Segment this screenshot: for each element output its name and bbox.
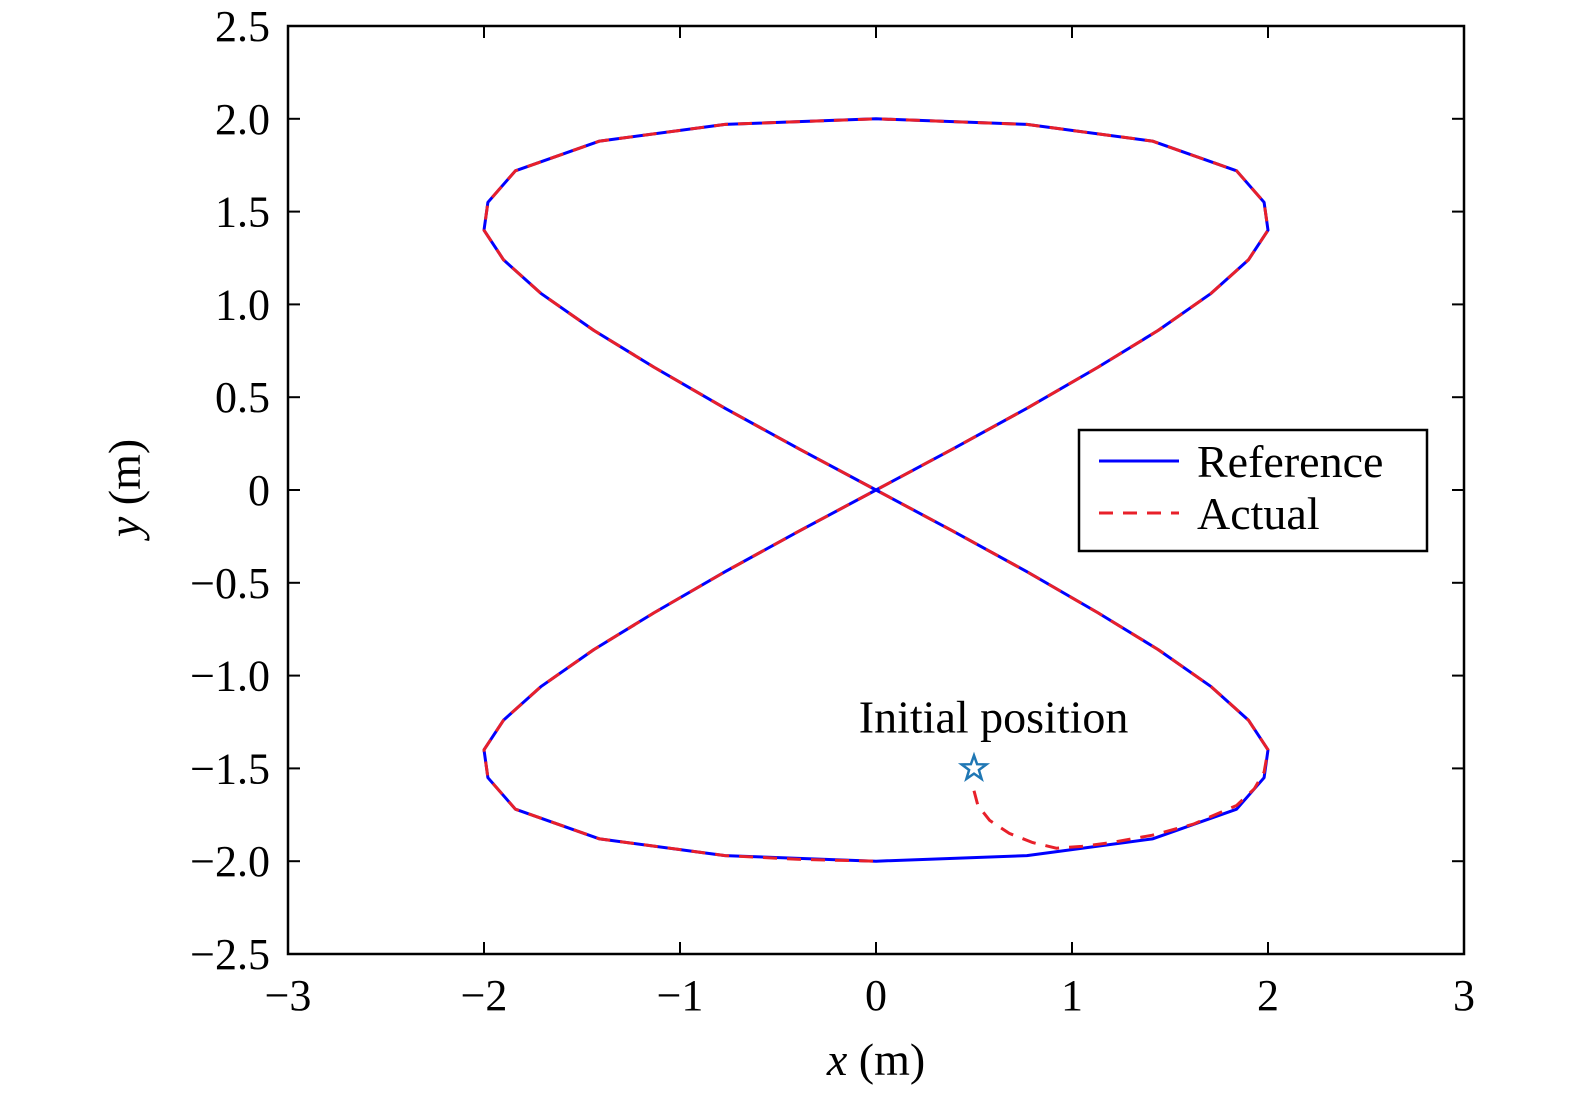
annotation-initial-position: Initial position bbox=[859, 691, 1129, 742]
y-tick-label: −0.5 bbox=[190, 559, 270, 608]
y-tick-label: 0.5 bbox=[215, 373, 270, 422]
series-layer bbox=[482, 117, 1270, 863]
y-tick-label: −2.5 bbox=[190, 930, 270, 979]
x-axis-variable: x bbox=[826, 1034, 848, 1085]
x-tick-label: −2 bbox=[461, 971, 508, 1020]
x-tick-label: 3 bbox=[1453, 971, 1475, 1020]
y-tick-label: 1.0 bbox=[215, 280, 270, 329]
y-ticks: 2.5 2.0 1.5 1.0 0.5 0 −0.5 −1.0 −1.5 −2.0 −2.5 bbox=[190, 2, 1464, 979]
series-line-reference bbox=[482, 117, 1270, 863]
series-line-actual bbox=[482, 117, 1270, 863]
x-tick-label: −3 bbox=[265, 971, 312, 1020]
x-tick-label: 0 bbox=[865, 971, 887, 1020]
y-tick-label: 0 bbox=[248, 466, 270, 515]
legend: Reference Actual bbox=[1077, 428, 1429, 553]
y-tick-label: −2.0 bbox=[190, 837, 270, 886]
initial-position-star-marker bbox=[957, 751, 991, 782]
x-axis-label: x (m) bbox=[826, 1034, 925, 1085]
y-tick-label: 1.5 bbox=[215, 188, 270, 237]
x-tick-label: 1 bbox=[1061, 971, 1083, 1020]
x-ticks: −3 −2 −1 0 1 2 3 bbox=[265, 26, 1475, 1020]
y-axis-variable: y bbox=[99, 516, 150, 541]
legend-box bbox=[1077, 428, 1429, 553]
x-tick-label: 2 bbox=[1257, 971, 1279, 1020]
marker-layer bbox=[957, 751, 991, 782]
legend-label-actual: Actual bbox=[1197, 488, 1320, 539]
y-tick-label: −1.0 bbox=[190, 652, 270, 701]
x-tick-label: −1 bbox=[657, 971, 704, 1020]
y-tick-label: −1.5 bbox=[190, 744, 270, 793]
legend-label-reference: Reference bbox=[1197, 436, 1383, 487]
y-tick-label: 2.0 bbox=[215, 95, 270, 144]
x-axis-unit: (m) bbox=[847, 1034, 925, 1085]
y-axis-unit: (m) bbox=[99, 439, 150, 517]
y-tick-label: 2.5 bbox=[215, 2, 270, 51]
y-axis-label: y (m) bbox=[99, 439, 150, 541]
